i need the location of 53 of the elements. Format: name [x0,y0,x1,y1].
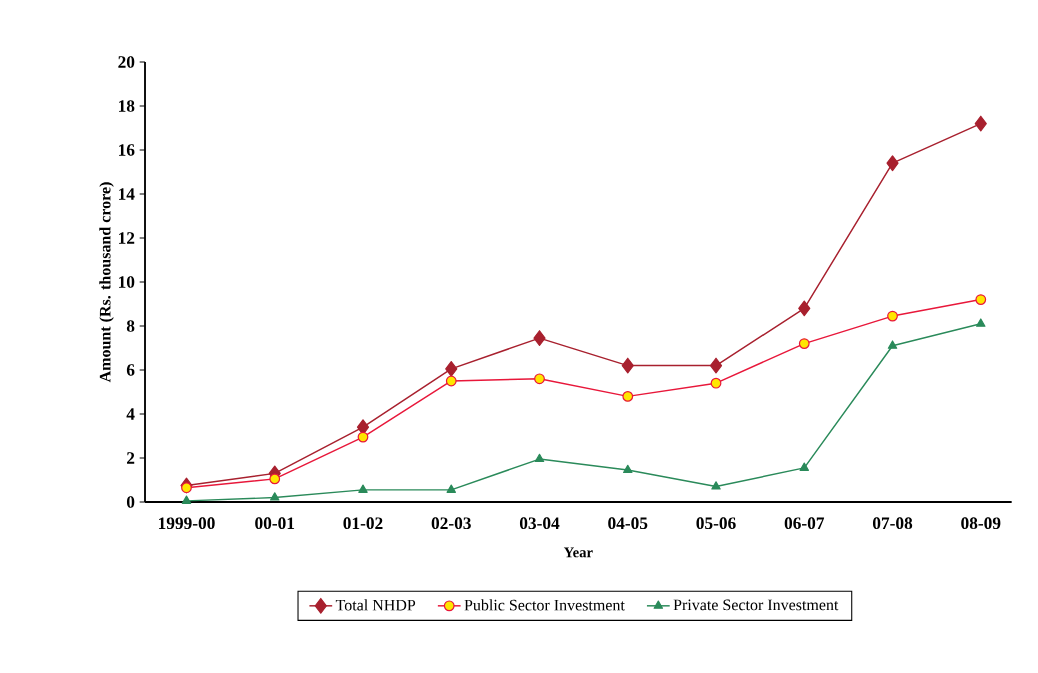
point [710,377,722,389]
point [976,318,986,327]
y-tick-label: 10 [119,276,135,288]
point [711,481,721,490]
x-tick-label: 03-04 [519,517,560,530]
point [534,373,545,385]
x-tick-label: 06-07 [784,517,825,530]
x-tick-label: 04-05 [608,517,648,530]
point [799,462,810,471]
point [445,360,458,377]
legend-label: Total NHDP [335,599,416,611]
x-tick-label: 05-06 [696,517,736,530]
point [269,492,280,501]
x-tick-label: 00-01 [255,517,295,530]
x-tick-label: 02-03 [431,517,471,530]
point [622,390,634,402]
point [269,473,281,485]
point [887,340,898,349]
y-tick-label: 0 [126,496,135,508]
point [533,330,546,347]
x-tick-label: 07-08 [872,517,913,530]
y-tick-label: 20 [118,56,135,68]
point [181,495,192,504]
y-axis-title: Amount (Rs. thousand crore) [99,182,114,383]
y-tick-label: 12 [119,232,135,244]
point [975,294,987,305]
y-tick-label: 4 [126,408,135,420]
legend-label: Private Sector Investment [673,599,839,611]
y-tick-label: 14 [119,188,135,200]
point [445,375,457,387]
point [798,300,811,317]
point [181,482,192,494]
point [798,338,810,349]
y-tick-label: 18 [119,100,135,112]
y-tick-label: 8 [126,320,135,332]
x-tick-label: 08-09 [961,517,1001,530]
point [887,310,898,322]
point [534,453,545,463]
y-tick-label: 6 [126,364,135,376]
x-tick-label: 01-02 [343,517,383,530]
point [886,155,899,172]
point [974,115,987,132]
point [709,357,723,374]
y-tick-label: 16 [119,144,135,156]
point [357,431,369,443]
y-tick-label: 2 [127,452,135,464]
point [446,484,457,493]
point [358,484,368,493]
point [621,357,634,374]
point [623,464,633,474]
legend-label: Public Sector Investment [464,599,625,611]
x-axis-title: Year [563,547,593,558]
x-tick-label: 1999-00 [158,517,215,530]
